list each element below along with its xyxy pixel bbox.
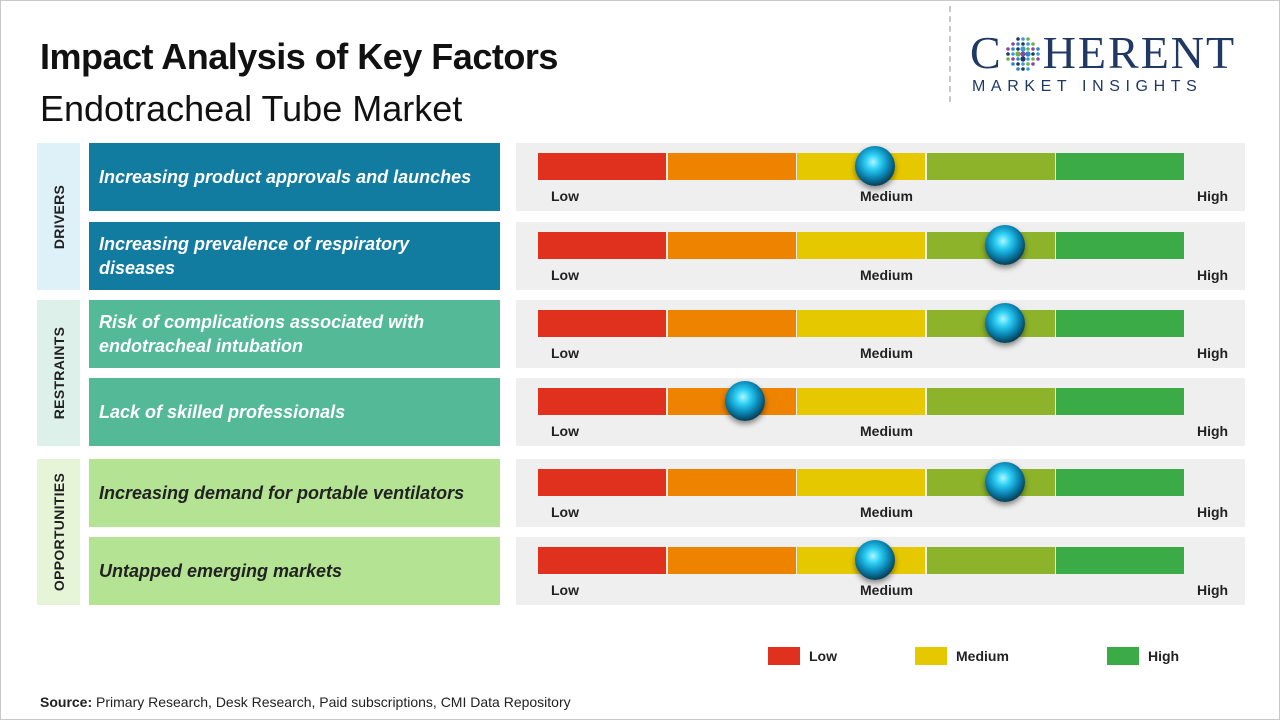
gauge-segment: [667, 153, 796, 180]
logo-letters: HERENT: [1042, 27, 1237, 78]
legend-high-swatch: [1107, 647, 1139, 665]
gauge-segment: [1056, 547, 1185, 574]
gauge-segment: [1056, 469, 1185, 496]
category-opportunities: OPPORTUNITIES: [37, 459, 80, 605]
gauge-high-label: High: [1197, 504, 1229, 520]
factor-label: Increasing demand for portable ventilato…: [99, 483, 465, 503]
company-logo: C HERENT: [970, 28, 1236, 78]
impact-gauge: Low Medium High: [516, 300, 1245, 368]
category-restraints: RESTRAINTS: [37, 300, 80, 446]
impact-marker: [984, 462, 1025, 502]
gauge-medium-label: Medium: [860, 423, 913, 439]
source-label: Source:: [40, 694, 93, 710]
gauge-segment: [1056, 153, 1185, 180]
category-label: DRIVERS: [50, 184, 67, 249]
impact-gauge: Low Medium High: [516, 537, 1245, 605]
gauge-low-label: Low: [551, 504, 579, 520]
gauge-low-label: Low: [551, 188, 579, 204]
logo-letter-c: C: [970, 27, 1003, 78]
factor-label: Lack of skilled professionals: [99, 402, 346, 422]
impact-gauge: Low Medium High: [516, 222, 1245, 290]
gauge-segment: [926, 153, 1055, 180]
gauge-segment: [667, 469, 796, 496]
factor-box: Increasing prevalence of respiratory dis…: [89, 222, 500, 290]
gauge-segment: [797, 388, 926, 415]
chart-title: Impact Analysis of Key Factors: [40, 36, 558, 77]
source-note: Source: Primary Research, Desk Research,…: [40, 694, 571, 710]
impact-gauge: Low Medium High: [516, 378, 1245, 446]
legend-medium-swatch: [915, 647, 947, 665]
gauge-segment: [797, 469, 926, 496]
gauge-low-label: Low: [551, 582, 579, 598]
gauge-medium-label: Medium: [860, 267, 913, 283]
gauge-low-label: Low: [551, 267, 579, 283]
gauge-segment: [667, 310, 796, 337]
chart-subtitle: Endotracheal Tube Market: [40, 88, 463, 129]
source-text: Primary Research, Desk Research, Paid su…: [96, 694, 571, 710]
impact-marker: [854, 146, 895, 186]
impact-marker: [725, 381, 766, 421]
impact-gauge: Low Medium High: [516, 143, 1245, 211]
legend-low-label: Low: [809, 648, 837, 664]
gauge-segment: [1056, 310, 1185, 337]
factor-label: Risk of complications associated with en…: [99, 312, 425, 356]
gauge-high-label: High: [1197, 188, 1229, 204]
impact-marker: [984, 303, 1025, 343]
factor-label: Untapped emerging markets: [99, 561, 343, 581]
gauge-segment: [538, 469, 666, 496]
gauge-medium-label: Medium: [860, 582, 913, 598]
impact-marker: [854, 540, 895, 580]
factor-label: Increasing product approvals and launche…: [99, 167, 472, 187]
gauge-segment: [538, 388, 666, 415]
gauge-segment: [538, 232, 666, 259]
gauge-segment: [538, 547, 666, 574]
logo-dot-o-icon: [1005, 37, 1040, 71]
gauge-segment: [667, 232, 796, 259]
category-label: RESTRAINTS: [50, 326, 67, 420]
gauge-segment: [926, 547, 1055, 574]
gauge-segment: [797, 232, 926, 259]
legend-high-label: High: [1148, 648, 1180, 664]
factor-label: Increasing prevalence of respiratory dis…: [99, 234, 410, 278]
gauge-segment: [1056, 232, 1185, 259]
gauge-medium-label: Medium: [860, 504, 913, 520]
gauge-high-label: High: [1197, 582, 1229, 598]
gauge-segment: [538, 153, 666, 180]
gauge-medium-label: Medium: [860, 345, 913, 361]
gauge-segment: [667, 547, 796, 574]
category-label: OPPORTUNITIES: [50, 472, 67, 592]
legend-medium-label: Medium: [956, 648, 1009, 664]
gauge-medium-label: Medium: [860, 188, 913, 204]
logo-tagline: MARKET INSIGHTS: [972, 78, 1203, 95]
impact-gauge: Low Medium High: [516, 459, 1245, 527]
factor-box: Risk of complications associated with en…: [89, 300, 500, 368]
factor-box: Lack of skilled professionals: [89, 378, 500, 446]
factor-box: Increasing demand for portable ventilato…: [89, 459, 500, 527]
factor-box: Increasing product approvals and launche…: [89, 143, 500, 211]
gauge-high-label: High: [1197, 345, 1229, 361]
gauge-high-label: High: [1197, 267, 1229, 283]
gauge-segment: [538, 310, 666, 337]
impact-marker: [984, 225, 1025, 265]
factor-box: Untapped emerging markets: [89, 537, 500, 605]
gauge-high-label: High: [1197, 423, 1229, 439]
legend-low-swatch: [768, 647, 800, 665]
gauge-segment: [1056, 388, 1185, 415]
gauge-segment: [797, 310, 926, 337]
gauge-low-label: Low: [551, 423, 579, 439]
logo-divider: [949, 6, 951, 102]
gauge-segment: [926, 388, 1055, 415]
category-drivers: DRIVERS: [37, 143, 80, 290]
gauge-low-label: Low: [551, 345, 579, 361]
